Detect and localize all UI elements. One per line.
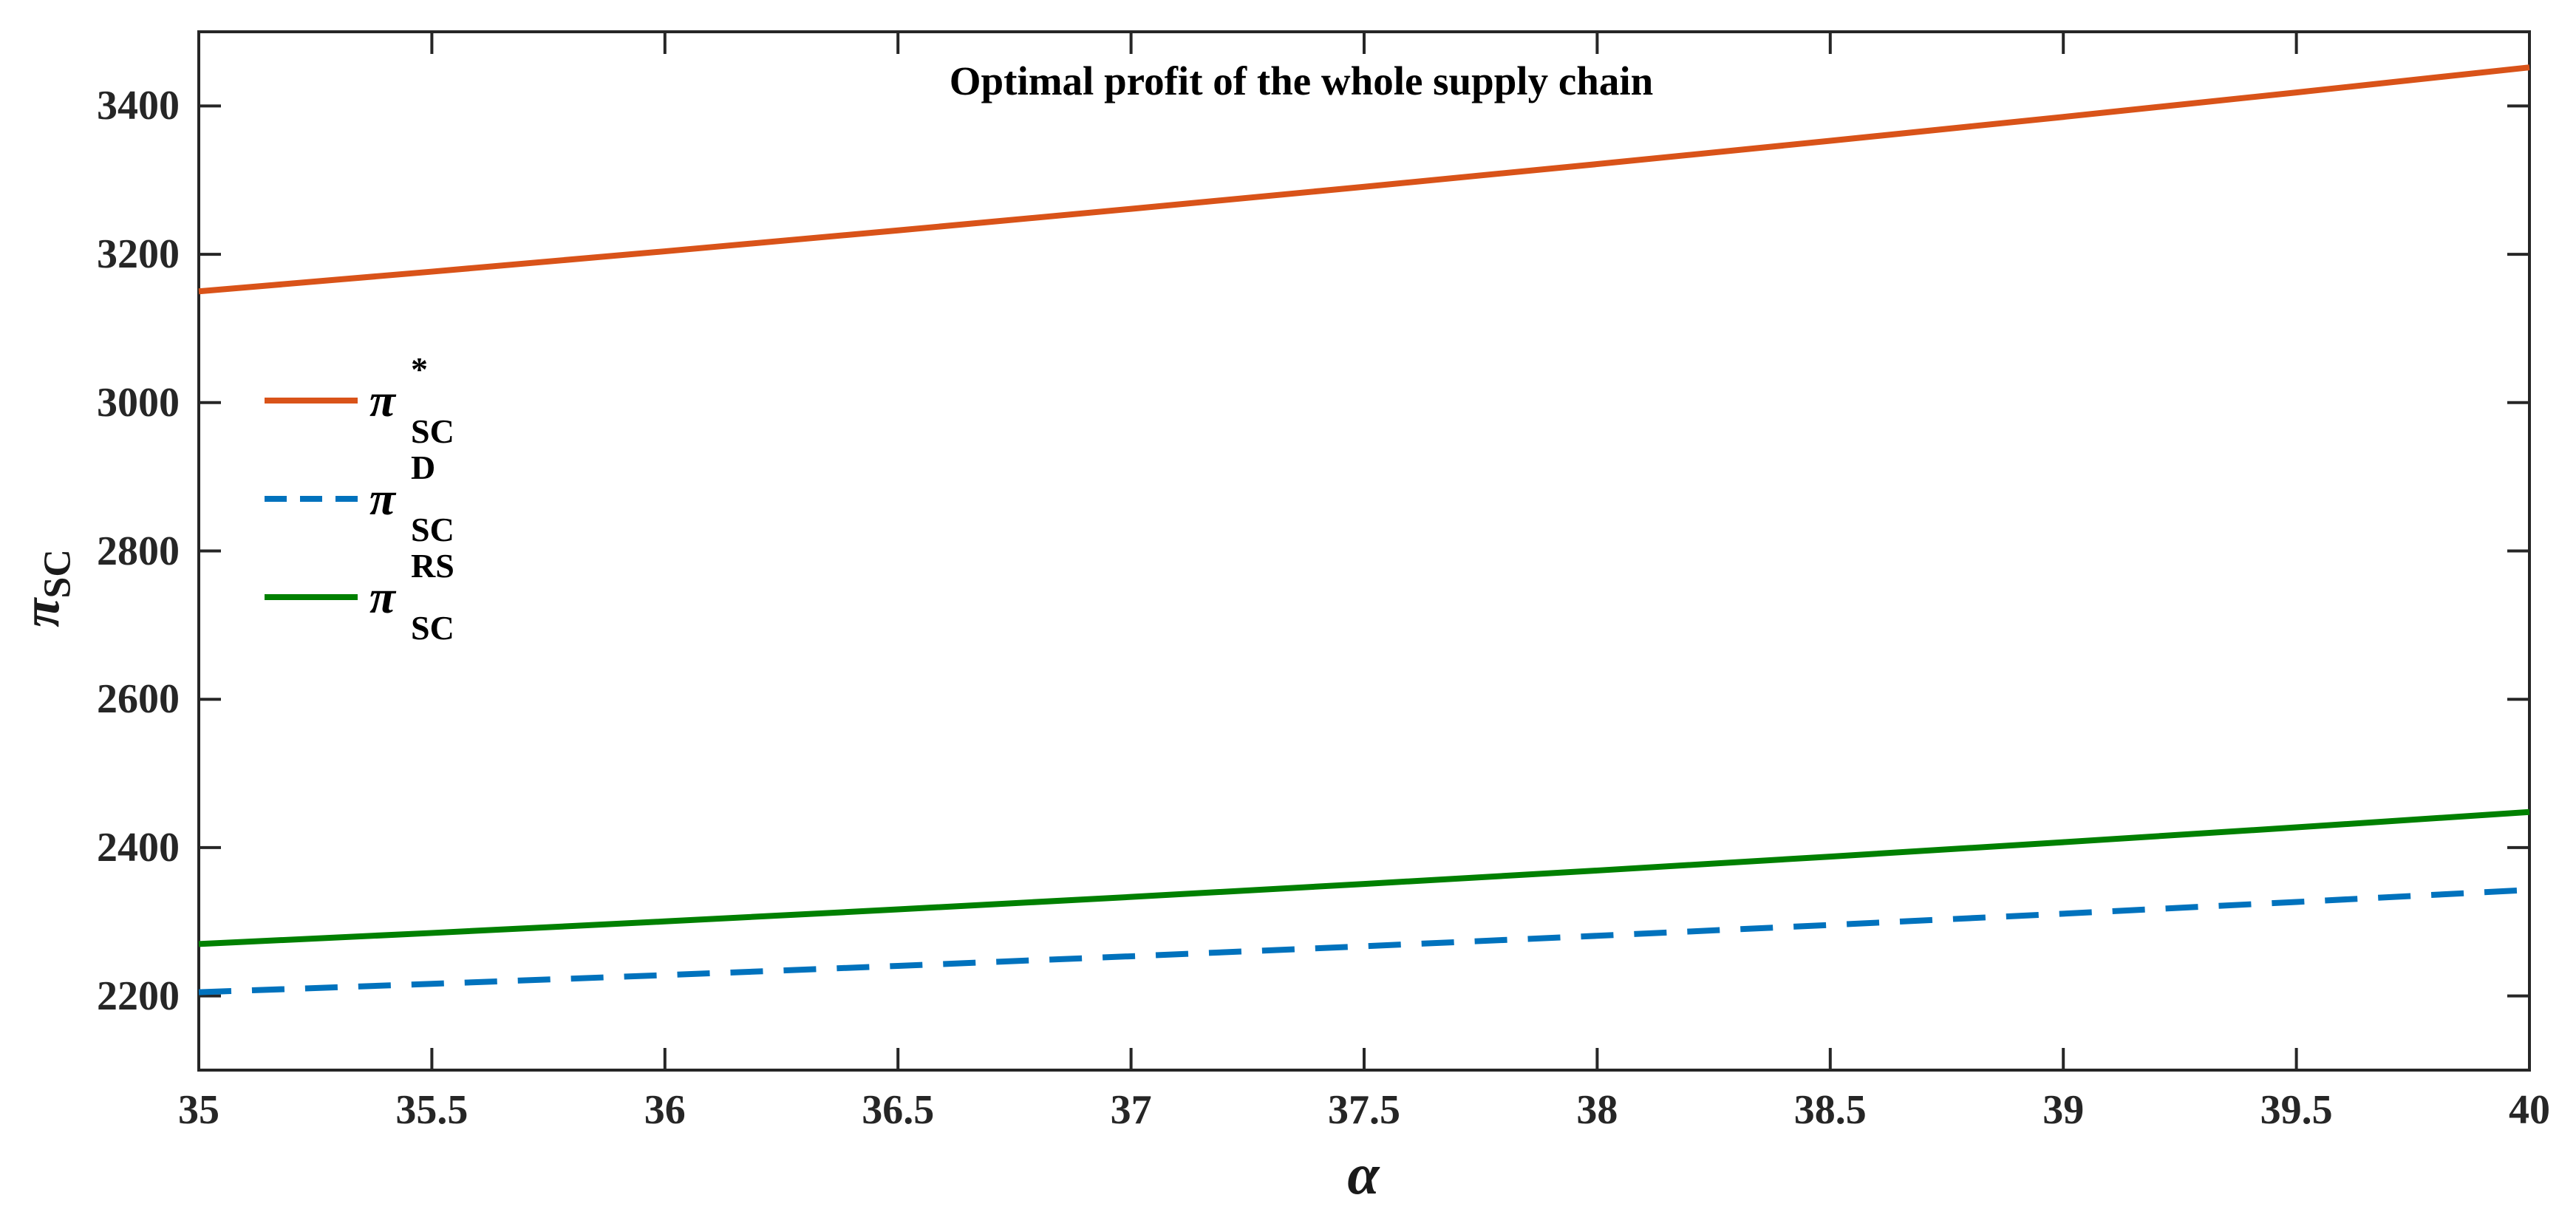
legend-line-swatch <box>265 594 358 600</box>
y-tick-label: 3200 <box>97 231 180 278</box>
legend-script-stack: RS SC <box>411 549 454 645</box>
x-tick-label: 39 <box>2042 1087 2085 1133</box>
y-tick-label: 2600 <box>97 676 180 723</box>
x-axis-label: α <box>1347 1142 1380 1206</box>
y-axis-label-symbol: π <box>11 598 71 627</box>
x-tick-label: 37.5 <box>1328 1087 1400 1133</box>
y-tick-label: 3400 <box>97 83 180 129</box>
y-tick-label: 2200 <box>97 973 180 1019</box>
plot-line-2 <box>198 887 2530 995</box>
legend-superscript: D <box>411 449 436 486</box>
legend-superscript: * <box>411 350 428 388</box>
legend-entry: π D SC <box>265 447 604 551</box>
x-tick-label: 38.5 <box>1793 1087 1867 1133</box>
legend-script-stack: * SC <box>411 353 454 449</box>
x-tick-label: 36.5 <box>862 1087 935 1133</box>
legend-entry: π * SC <box>265 349 604 452</box>
y-tick-label: 3000 <box>97 379 180 426</box>
plot-line-1 <box>198 64 2530 295</box>
legend-symbol-pi: π <box>369 374 395 426</box>
chart-title: Optimal profit of the whole supply chain <box>949 58 1654 103</box>
legend-superscript: RS <box>411 547 454 585</box>
legend-subscript: SC <box>411 511 454 548</box>
legend-dashed-line-swatch <box>265 496 358 502</box>
x-tick-label: 35.5 <box>395 1087 468 1133</box>
y-axis-label-subscript: SC <box>36 549 79 599</box>
x-tick-label: 36 <box>644 1087 686 1133</box>
y-tick-label: 2400 <box>97 824 180 871</box>
plot-line-3 <box>198 808 2530 947</box>
x-tick-label: 38 <box>1576 1087 1618 1133</box>
y-tick-label: 2800 <box>97 528 180 574</box>
legend-subscript: SC <box>411 412 454 450</box>
legend-subscript: SC <box>411 609 454 647</box>
x-tick-label: 39.5 <box>2260 1087 2333 1133</box>
legend-entry: π RS SC <box>265 545 604 649</box>
legend-symbol-pi: π <box>369 472 395 525</box>
legend-line-swatch <box>265 398 358 404</box>
y-axis-label: πSC <box>11 549 79 627</box>
x-tick-label: 35 <box>178 1087 219 1133</box>
legend-symbol-pi: π <box>369 571 395 623</box>
x-tick-label: 40 <box>2509 1087 2550 1133</box>
legend-script-stack: D SC <box>411 451 454 547</box>
x-tick-label: 37 <box>1110 1087 1152 1133</box>
